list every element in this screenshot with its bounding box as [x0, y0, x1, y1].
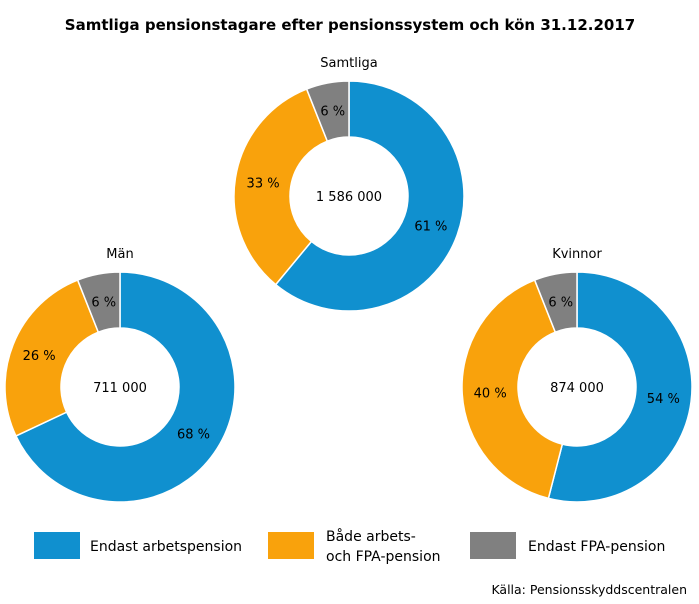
donut-slice	[461, 279, 564, 500]
donut-total: 1 586 000	[316, 190, 382, 205]
legend-label: och FPA-pension	[326, 549, 441, 565]
donut-name: Kvinnor	[552, 247, 602, 262]
source-note: Källa: Pensionsskyddscentralen	[491, 582, 687, 597]
donut-name: Samtliga	[320, 56, 377, 71]
legend-swatch	[470, 532, 516, 559]
slice-label: 68 %	[177, 428, 210, 443]
donut-kvinnor: 54 % 40 % 6 % Kvinnor 874 000	[461, 247, 693, 503]
slice-label: 6 %	[91, 296, 116, 311]
legend-item: Endast arbetspension	[34, 532, 242, 559]
donut-charts: 61 % 33 % 6 % Samtliga 1 586 000 68 % 26 % 6 % M…	[4, 56, 693, 503]
donut-slice	[233, 88, 329, 286]
slice-label: 6 %	[548, 296, 573, 311]
legend-item: Både arbets-och FPA-pension	[268, 528, 441, 565]
donut-total: 874 000	[550, 381, 604, 396]
slice-label: 26 %	[23, 349, 56, 364]
legend-item: Endast FPA-pension	[470, 532, 665, 559]
donut-total: 711 000	[93, 381, 147, 396]
donut-samtliga: 61 % 33 % 6 % Samtliga 1 586 000	[233, 56, 465, 312]
slice-label: 61 %	[414, 219, 447, 234]
legend: Endast arbetspension Både arbets-och FPA-…	[34, 528, 665, 565]
chart-title: Samtliga pensionstagare efter pensionssy…	[65, 16, 635, 34]
donut-name: Män	[106, 247, 133, 262]
donut-man: 68 % 26 % 6 % Män 711 000	[4, 247, 236, 503]
donut-slice	[14, 271, 236, 503]
donut-slice	[4, 279, 100, 437]
legend-swatch	[34, 532, 80, 559]
donut-slice	[76, 271, 121, 334]
legend-swatch	[268, 532, 314, 559]
donut-slice	[547, 271, 693, 503]
legend-label: Endast FPA-pension	[528, 539, 665, 555]
legend-label: Både arbets-	[326, 528, 416, 545]
legend-label: Endast arbetspension	[90, 539, 242, 555]
slice-label: 54 %	[647, 392, 680, 407]
slice-label: 40 %	[474, 386, 507, 401]
donut-slice	[274, 80, 465, 312]
donut-slice	[305, 80, 350, 143]
slice-label: 33 %	[247, 176, 280, 191]
donut-slice	[533, 271, 578, 334]
slice-label: 6 %	[320, 105, 345, 120]
